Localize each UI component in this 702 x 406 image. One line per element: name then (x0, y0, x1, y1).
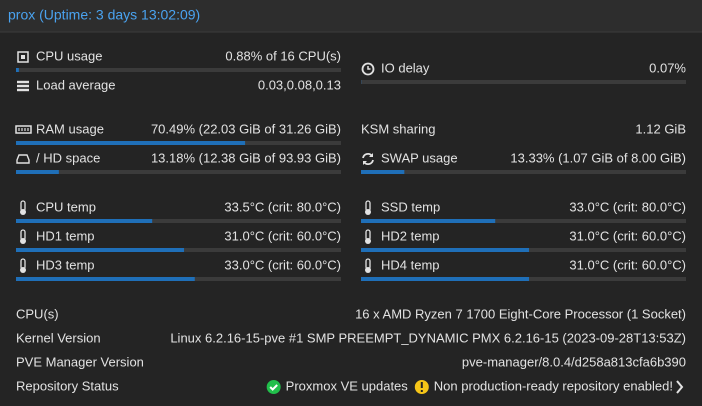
status-icon (269, 384, 278, 391)
status-icon (420, 382, 423, 388)
info-label: PVE Manager Version (16, 354, 144, 369)
header (0, 0, 702, 32)
metric-value: 13.18% (12.38 GiB of 93.93 GiB) (151, 150, 341, 165)
metric-value: 1.12 GiB (635, 121, 686, 136)
progress-bar (361, 170, 405, 174)
metric-label: / HD space (36, 150, 100, 165)
repository-status: Non production-ready repository enabled! (434, 378, 673, 393)
icon (367, 66, 371, 70)
metric-value: 33.0°C (crit: 60.0°C) (224, 257, 341, 272)
metric-value: 0.88% of 16 CPU(s) (225, 48, 341, 63)
progress-bar (16, 141, 246, 145)
progress-track (16, 219, 341, 223)
icon (17, 80, 29, 84)
info-value: 16 x AMD Ryzen 7 1700 Eight-Core Process… (355, 306, 686, 321)
metric-value: 31.0°C (crit: 60.0°C) (569, 228, 686, 243)
status-icon (420, 390, 423, 392)
progress-track (361, 219, 686, 223)
icon (361, 62, 375, 76)
metric-label: RAM usage (36, 121, 104, 136)
metric-label: HD3 temp (36, 257, 95, 272)
info-label: Kernel Version (16, 330, 101, 345)
metric-label: CPU temp (36, 199, 96, 214)
icon (20, 238, 26, 244)
icon (21, 55, 25, 59)
metric-value: 13.33% (1.07 GiB of 8.00 GiB) (510, 150, 686, 165)
info-label: CPU(s) (16, 306, 59, 321)
info-label: Repository Status (16, 378, 119, 393)
metric-value: 0.03,0.08,0.13 (258, 77, 341, 92)
header-title: prox (Uptime: 3 days 13:02:09) (8, 7, 200, 23)
metric-value: 33.5°C (crit: 80.0°C) (224, 199, 341, 214)
metric-label: HD2 temp (381, 228, 440, 243)
metric-label: IO delay (381, 60, 430, 75)
icon (16, 154, 30, 164)
progress-track (16, 68, 341, 72)
status-icon (266, 380, 281, 394)
metric-label: SWAP usage (381, 150, 458, 165)
progress-bar (16, 170, 59, 174)
icon (17, 51, 29, 63)
repository-status: Proxmox VE updates (286, 378, 409, 393)
metric-value: 0.07% (649, 60, 686, 75)
progress-bar (16, 248, 185, 252)
icon (17, 88, 29, 92)
icon (365, 238, 371, 244)
icon (363, 153, 373, 165)
progress-bar (16, 277, 195, 281)
progress-track (16, 170, 341, 174)
metric-label: Load average (36, 77, 116, 92)
progress-track (361, 170, 686, 174)
metric-value: 31.0°C (crit: 60.0°C) (224, 228, 341, 243)
metric-label: KSM sharing (361, 121, 435, 136)
metric-label: HD4 temp (381, 257, 440, 272)
metric-value: 70.49% (22.03 GiB of 31.26 GiB) (151, 121, 341, 136)
metric-label: HD1 temp (36, 228, 95, 243)
icon (365, 267, 371, 273)
progress-bar (361, 219, 496, 223)
progress-bar (16, 219, 153, 223)
metric-label: CPU usage (36, 48, 102, 63)
progress-track (361, 80, 686, 84)
metric-label: SSD temp (381, 199, 440, 214)
metric-value: 33.0°C (crit: 80.0°C) (569, 199, 686, 214)
chevron[interactable] (676, 380, 684, 394)
icon (17, 84, 29, 88)
progress-bar (361, 248, 530, 252)
icon (15, 125, 32, 134)
info-value: Linux 6.2.16-15-pve #1 SMP PREEMPT_DYNAM… (170, 330, 686, 345)
progress-bar (16, 68, 19, 72)
icon (20, 267, 26, 273)
info-value: pve-manager/8.0.4/d258a813cfa6b390 (462, 354, 686, 369)
metric-value: 31.0°C (crit: 60.0°C) (569, 257, 686, 272)
progress-bar (361, 277, 530, 281)
icon (20, 209, 26, 215)
icon (365, 209, 371, 215)
